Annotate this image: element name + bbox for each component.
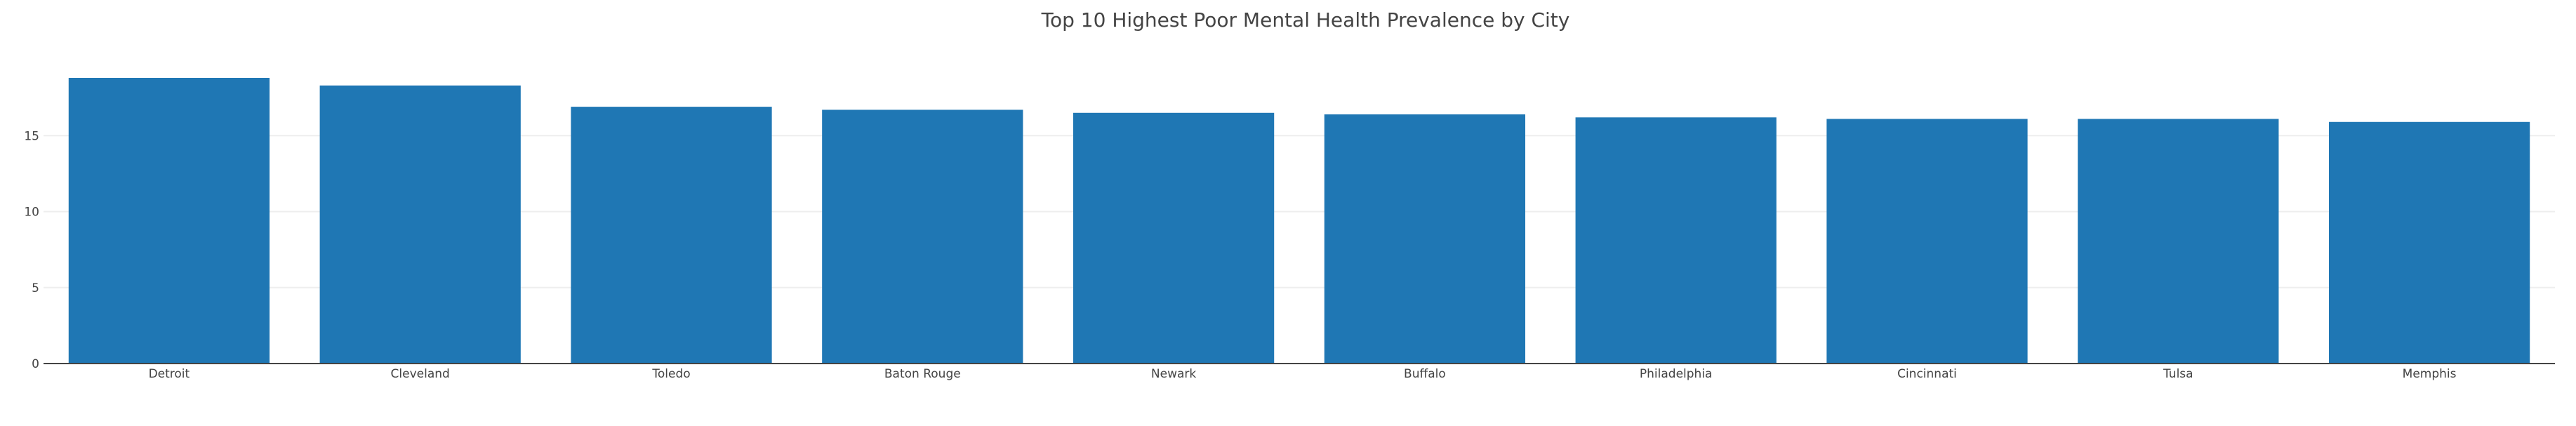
y-tick-label: 15	[24, 129, 39, 143]
bar	[319, 85, 521, 364]
x-tick-label: Cleveland	[391, 367, 450, 381]
chart-title: Top 10 Highest Poor Mental Health Preval…	[1041, 8, 1570, 32]
bar	[1826, 119, 2028, 364]
bar	[68, 77, 270, 364]
bars	[68, 77, 2530, 364]
bar	[1073, 112, 1275, 364]
x-tick-label: Memphis	[2403, 367, 2457, 381]
x-tick-label: Toledo	[651, 367, 690, 381]
y-axis-ticks: 0 5 10 15	[24, 129, 39, 371]
x-tick-label: Philadelphia	[1640, 367, 1713, 381]
x-tick-label: Newark	[1151, 367, 1196, 381]
y-tick-label: 0	[32, 357, 39, 371]
x-tick-label: Cincinnati	[1897, 367, 1957, 381]
x-tick-label: Tulsa	[2163, 367, 2193, 381]
bar	[2078, 119, 2279, 364]
bar	[571, 107, 772, 364]
bar	[822, 109, 1023, 364]
x-tick-label: Detroit	[149, 367, 190, 381]
bar	[2328, 121, 2530, 364]
bar	[1324, 114, 1526, 364]
x-tick-label: Baton Rouge	[884, 367, 961, 381]
x-axis-ticks: Detroit Cleveland Toledo Baton Rouge Newark B…	[149, 367, 2457, 381]
bar	[1575, 117, 1777, 364]
y-tick-label: 5	[32, 281, 39, 295]
y-tick-label: 10	[24, 206, 39, 220]
x-tick-label: Buffalo	[1404, 367, 1446, 381]
